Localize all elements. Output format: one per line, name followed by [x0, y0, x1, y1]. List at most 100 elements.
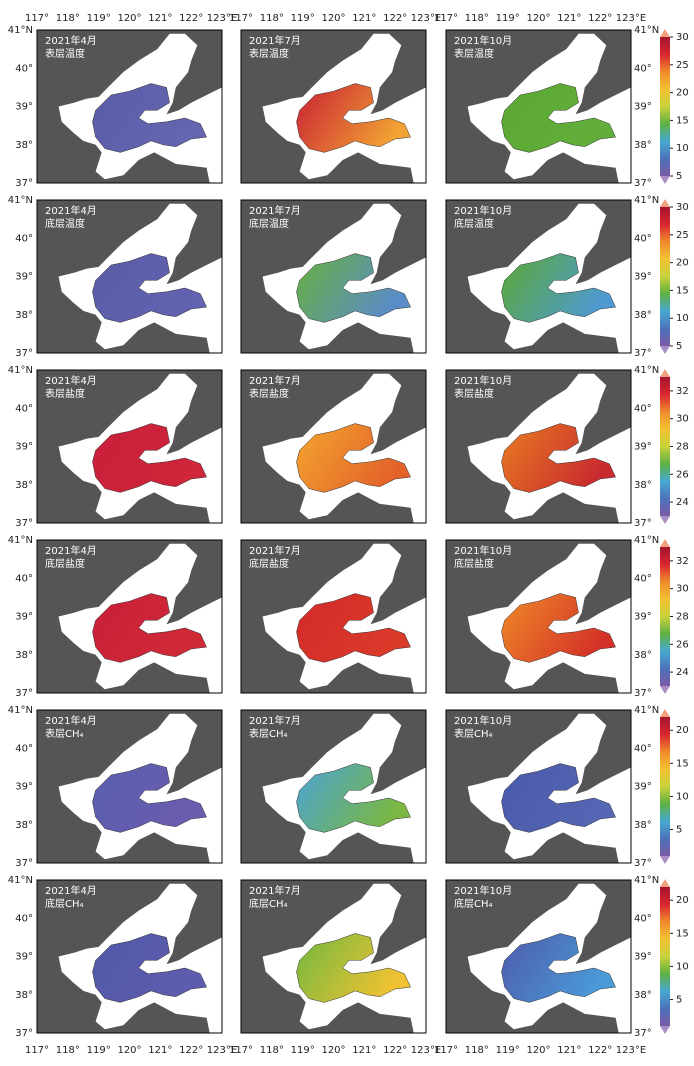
panel-frame [445, 879, 632, 1034]
lat-label: 39° [634, 442, 652, 453]
colorbar-end-top [660, 369, 670, 377]
lat-label: 41°N [634, 875, 659, 886]
lon-label: 122° [588, 13, 612, 24]
panel-variable: 表层盐度 [45, 387, 85, 400]
panel-frame [445, 539, 632, 694]
panel-frame [445, 369, 632, 524]
lon-label: 120° [117, 13, 141, 24]
colorbar-tick-label: 5 [676, 825, 682, 836]
panel-frame [240, 369, 427, 524]
lon-label: 120° [526, 1045, 550, 1056]
lon-label: 117° [25, 1045, 49, 1056]
colorbar [660, 377, 670, 516]
lon-label: 121° [148, 1045, 172, 1056]
data-field [92, 763, 207, 833]
panel-variable: 表层盐度 [454, 387, 494, 400]
lat-label: 38° [634, 140, 652, 151]
lon-label: 119° [291, 13, 315, 24]
lon-label: 122° [383, 13, 407, 24]
colorbar-tick-label: 26 [676, 639, 689, 650]
panel-variable: 底层盐度 [45, 557, 85, 570]
data-field [501, 763, 616, 833]
colorbar-tick-label: 10 [676, 143, 689, 154]
lat-label: 39° [15, 952, 33, 963]
colorbar-tick-label: 20 [676, 725, 689, 736]
panel-month: 2021年7月 [249, 204, 301, 217]
lon-label: 118° [465, 13, 489, 24]
lat-label: 41°N [634, 195, 659, 206]
panel-variable: 底层CH₄ [249, 897, 288, 910]
lat-label: 39° [15, 272, 33, 283]
lat-label: 39° [634, 782, 652, 793]
lat-label: 41°N [634, 535, 659, 546]
lat-label: 39° [15, 442, 33, 453]
lat-label: 38° [634, 480, 652, 491]
colorbar-tick-label: 25 [676, 60, 689, 71]
panel-frame [240, 199, 427, 354]
data-field [296, 593, 411, 663]
lon-label: 117° [229, 13, 253, 24]
panel-month: 2021年4月 [45, 34, 97, 47]
lon-label: 122° [179, 13, 203, 24]
lon-label: 119° [87, 1045, 111, 1056]
lon-label: 120° [321, 13, 345, 24]
panel-month: 2021年4月 [45, 374, 97, 387]
colorbar-end-top [660, 879, 670, 887]
colorbar [660, 717, 670, 856]
lat-label: 37° [634, 348, 652, 359]
panel-month: 2021年4月 [45, 714, 97, 727]
data-field [296, 933, 411, 1003]
lat-label: 41°N [8, 25, 33, 36]
lon-label: 123°E [411, 13, 441, 24]
data-field [296, 253, 411, 323]
lon-label: 119° [496, 1045, 520, 1056]
lon-label: 117° [25, 13, 49, 24]
colorbar [660, 887, 670, 1026]
colorbar-tick-label: 30 [676, 202, 689, 213]
colorbar-tick-label: 10 [676, 791, 689, 802]
colorbar-end-bottom [660, 346, 670, 354]
colorbar [660, 207, 670, 346]
lon-label: 122° [179, 1045, 203, 1056]
panel-frame [36, 199, 223, 354]
lon-label: 118° [260, 1045, 284, 1056]
lat-label: 37° [15, 518, 33, 529]
lat-label: 37° [634, 178, 652, 189]
panel-variable: 底层温度 [249, 217, 289, 230]
lat-label: 41°N [634, 365, 659, 376]
panel-variable: 表层CH₄ [249, 727, 288, 740]
lon-label: 121° [352, 1045, 376, 1056]
data-field [92, 253, 207, 323]
panel-frame [445, 199, 632, 354]
colorbar-tick-label: 30 [676, 414, 689, 425]
lat-label: 40° [15, 913, 33, 924]
lat-label: 37° [15, 178, 33, 189]
lat-label: 38° [634, 820, 652, 831]
lon-label: 122° [588, 1045, 612, 1056]
colorbar-tick-label: 24 [676, 497, 689, 508]
lat-label: 41°N [8, 875, 33, 886]
data-field [296, 763, 411, 833]
panel-variable: 表层盐度 [249, 387, 289, 400]
lat-label: 40° [15, 743, 33, 754]
lat-label: 38° [15, 990, 33, 1001]
data-field [92, 83, 207, 153]
panel-frame [240, 539, 427, 694]
panel-variable: 底层CH₄ [454, 897, 493, 910]
lat-label: 38° [15, 650, 33, 661]
panel-month: 2021年7月 [249, 714, 301, 727]
lon-label: 119° [87, 13, 111, 24]
colorbar-tick-label: 28 [676, 612, 689, 623]
colorbar-tick-label: 15 [676, 758, 689, 769]
lat-label: 38° [15, 480, 33, 491]
lat-label: 39° [634, 102, 652, 113]
colorbar-tick-label: 5 [676, 341, 682, 352]
panel-variable: 表层CH₄ [45, 727, 84, 740]
colorbar-tick-label: 15 [676, 285, 689, 296]
panel-month: 2021年10月 [454, 204, 512, 217]
lon-label: 118° [56, 13, 80, 24]
lat-label: 37° [15, 688, 33, 699]
lat-label: 38° [15, 140, 33, 151]
lon-label: 123°E [207, 1045, 237, 1056]
lon-label: 123°E [616, 1045, 646, 1056]
